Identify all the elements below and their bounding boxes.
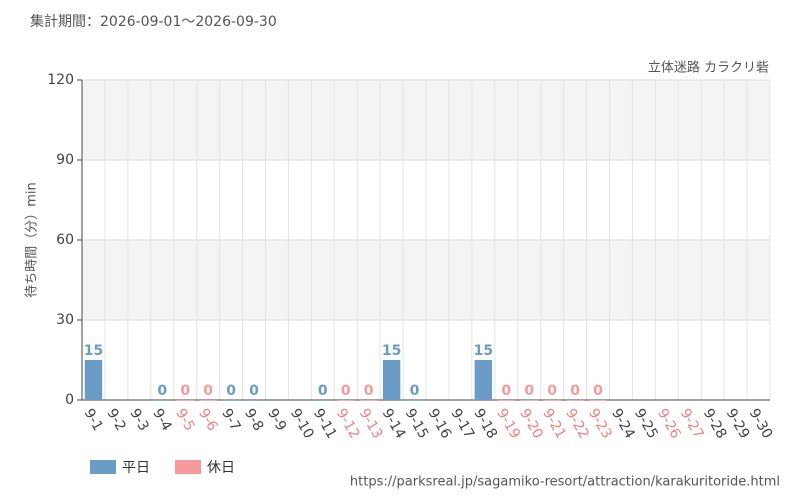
x-tick-label: 9-13 (356, 406, 386, 442)
value-label: 0 (364, 383, 374, 399)
x-tick-label: 9-23 (585, 406, 615, 442)
bar (497, 400, 515, 401)
x-tick-label: 9-15 (402, 406, 432, 442)
value-label: 0 (341, 383, 351, 399)
value-label: 0 (570, 383, 580, 399)
value-label: 0 (203, 383, 213, 399)
value-label: 0 (318, 383, 328, 399)
value-label: 15 (382, 343, 401, 359)
bar (543, 400, 561, 401)
y-tick-label: 90 (56, 152, 74, 168)
x-tick-label: 9-24 (608, 406, 638, 442)
x-tick-label: 9-16 (425, 406, 455, 442)
x-tick-label: 9-11 (310, 406, 340, 442)
bar (520, 400, 538, 401)
x-tick-label: 9-17 (447, 406, 477, 442)
value-label: 0 (547, 383, 557, 399)
x-tick-label: 9-12 (333, 406, 363, 442)
x-tick-label: 9-20 (516, 406, 546, 442)
x-tick-label: 9-30 (746, 406, 776, 442)
x-tick-label: 9-26 (654, 406, 684, 442)
x-tick-label: 9-29 (723, 406, 753, 442)
value-label: 0 (249, 383, 259, 399)
y-tick-label: 60 (56, 232, 74, 248)
x-tick-label: 9-8 (241, 406, 266, 434)
x-tick-label: 9-4 (149, 406, 174, 434)
chart-subtitle: 立体迷路 カラクリ砦 (648, 60, 769, 76)
x-tick-label: 9-21 (539, 406, 569, 442)
bar (405, 400, 424, 401)
legend-swatch (90, 460, 116, 474)
legend-label: 平日 (122, 460, 150, 476)
x-tick-label: 9-9 (264, 406, 289, 434)
x-tick-label: 9-5 (172, 406, 197, 434)
y-tick-label: 120 (47, 72, 74, 88)
x-tick-label: 9-7 (218, 406, 243, 434)
legend-swatch (175, 460, 201, 474)
x-tick-label: 9-22 (562, 406, 592, 442)
value-label: 0 (593, 383, 603, 399)
x-tick-label: 9-6 (195, 406, 220, 434)
bar (199, 400, 217, 401)
bar (176, 400, 194, 401)
x-tick-label: 9-2 (103, 406, 128, 434)
x-tick-label: 9-14 (379, 406, 409, 442)
bar (153, 400, 171, 401)
x-tick-label: 9-18 (470, 406, 500, 442)
value-label: 0 (410, 383, 420, 399)
bar (382, 360, 401, 400)
y-axis-label: 待ち時間（分）min (25, 182, 40, 298)
x-tick-label: 9-10 (287, 406, 317, 442)
source-url: https://parksreal.jp/sagamiko-resort/att… (350, 475, 780, 490)
x-tick-label: 9-25 (631, 406, 661, 442)
x-tick-label: 9-27 (677, 406, 707, 442)
bar (566, 400, 584, 401)
value-label: 0 (501, 383, 511, 399)
bar (245, 400, 263, 401)
value-label: 15 (474, 343, 493, 359)
x-tick-label: 9-28 (700, 406, 730, 442)
value-label: 0 (157, 383, 167, 399)
y-tick-label: 30 (56, 312, 74, 328)
bar (474, 360, 493, 400)
bar (84, 360, 103, 400)
value-label: 0 (180, 383, 190, 399)
bar (359, 400, 378, 401)
bar (314, 400, 332, 401)
x-tick-label: 9-1 (81, 406, 106, 434)
x-tick-label: 9-3 (126, 406, 151, 434)
value-label: 15 (84, 343, 103, 359)
bar (589, 400, 607, 401)
bar (337, 400, 355, 401)
y-tick-label: 0 (65, 392, 74, 408)
chart-title: 集計期間：2026-09-01～2026-09-30 (30, 13, 277, 30)
legend-label: 休日 (207, 460, 235, 476)
value-label: 0 (226, 383, 236, 399)
value-label: 0 (524, 383, 534, 399)
x-tick-label: 9-19 (493, 406, 523, 442)
bar (222, 400, 240, 401)
